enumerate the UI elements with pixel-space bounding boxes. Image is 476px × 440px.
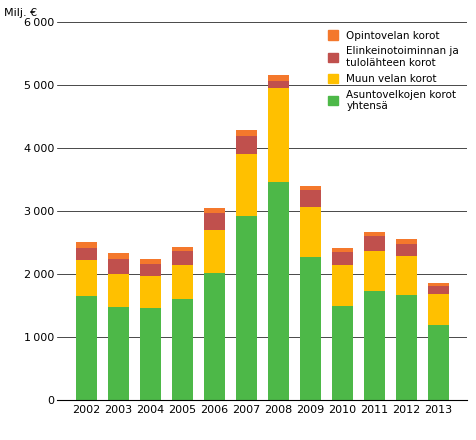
Bar — [204, 209, 224, 213]
Bar — [171, 265, 192, 300]
Bar — [299, 186, 320, 191]
Bar — [171, 300, 192, 400]
Bar — [236, 154, 256, 216]
Bar — [363, 251, 384, 291]
Text: Milj. €: Milj. € — [4, 8, 37, 18]
Bar — [427, 283, 448, 286]
Bar — [236, 130, 256, 136]
Bar — [395, 295, 416, 400]
Bar — [331, 306, 352, 400]
Bar — [76, 248, 97, 260]
Bar — [331, 265, 352, 306]
Bar — [299, 257, 320, 400]
Bar — [363, 291, 384, 400]
Bar — [139, 259, 160, 264]
Bar — [427, 294, 448, 325]
Bar — [204, 273, 224, 400]
Bar — [268, 88, 288, 182]
Bar — [363, 236, 384, 251]
Bar — [108, 274, 129, 307]
Legend: Opintovelan korot, Elinkeinotoiminnan ja
tulolähteen korot, Muun velan korot, As: Opintovelan korot, Elinkeinotoiminnan ja… — [324, 27, 461, 114]
Bar — [139, 264, 160, 275]
Bar — [236, 136, 256, 154]
Bar — [299, 207, 320, 257]
Bar — [171, 247, 192, 251]
Bar — [236, 216, 256, 400]
Bar — [268, 81, 288, 88]
Bar — [171, 251, 192, 265]
Bar — [76, 260, 97, 297]
Bar — [363, 232, 384, 236]
Bar — [108, 307, 129, 400]
Bar — [395, 244, 416, 256]
Bar — [204, 213, 224, 230]
Bar — [395, 239, 416, 244]
Bar — [108, 253, 129, 259]
Bar — [76, 242, 97, 248]
Bar — [108, 259, 129, 274]
Bar — [395, 256, 416, 295]
Bar — [331, 248, 352, 252]
Bar — [268, 75, 288, 81]
Bar — [331, 252, 352, 265]
Bar — [139, 308, 160, 400]
Bar — [427, 325, 448, 400]
Bar — [299, 191, 320, 207]
Bar — [268, 182, 288, 400]
Bar — [427, 286, 448, 294]
Bar — [139, 275, 160, 308]
Bar — [76, 297, 97, 400]
Bar — [204, 230, 224, 273]
